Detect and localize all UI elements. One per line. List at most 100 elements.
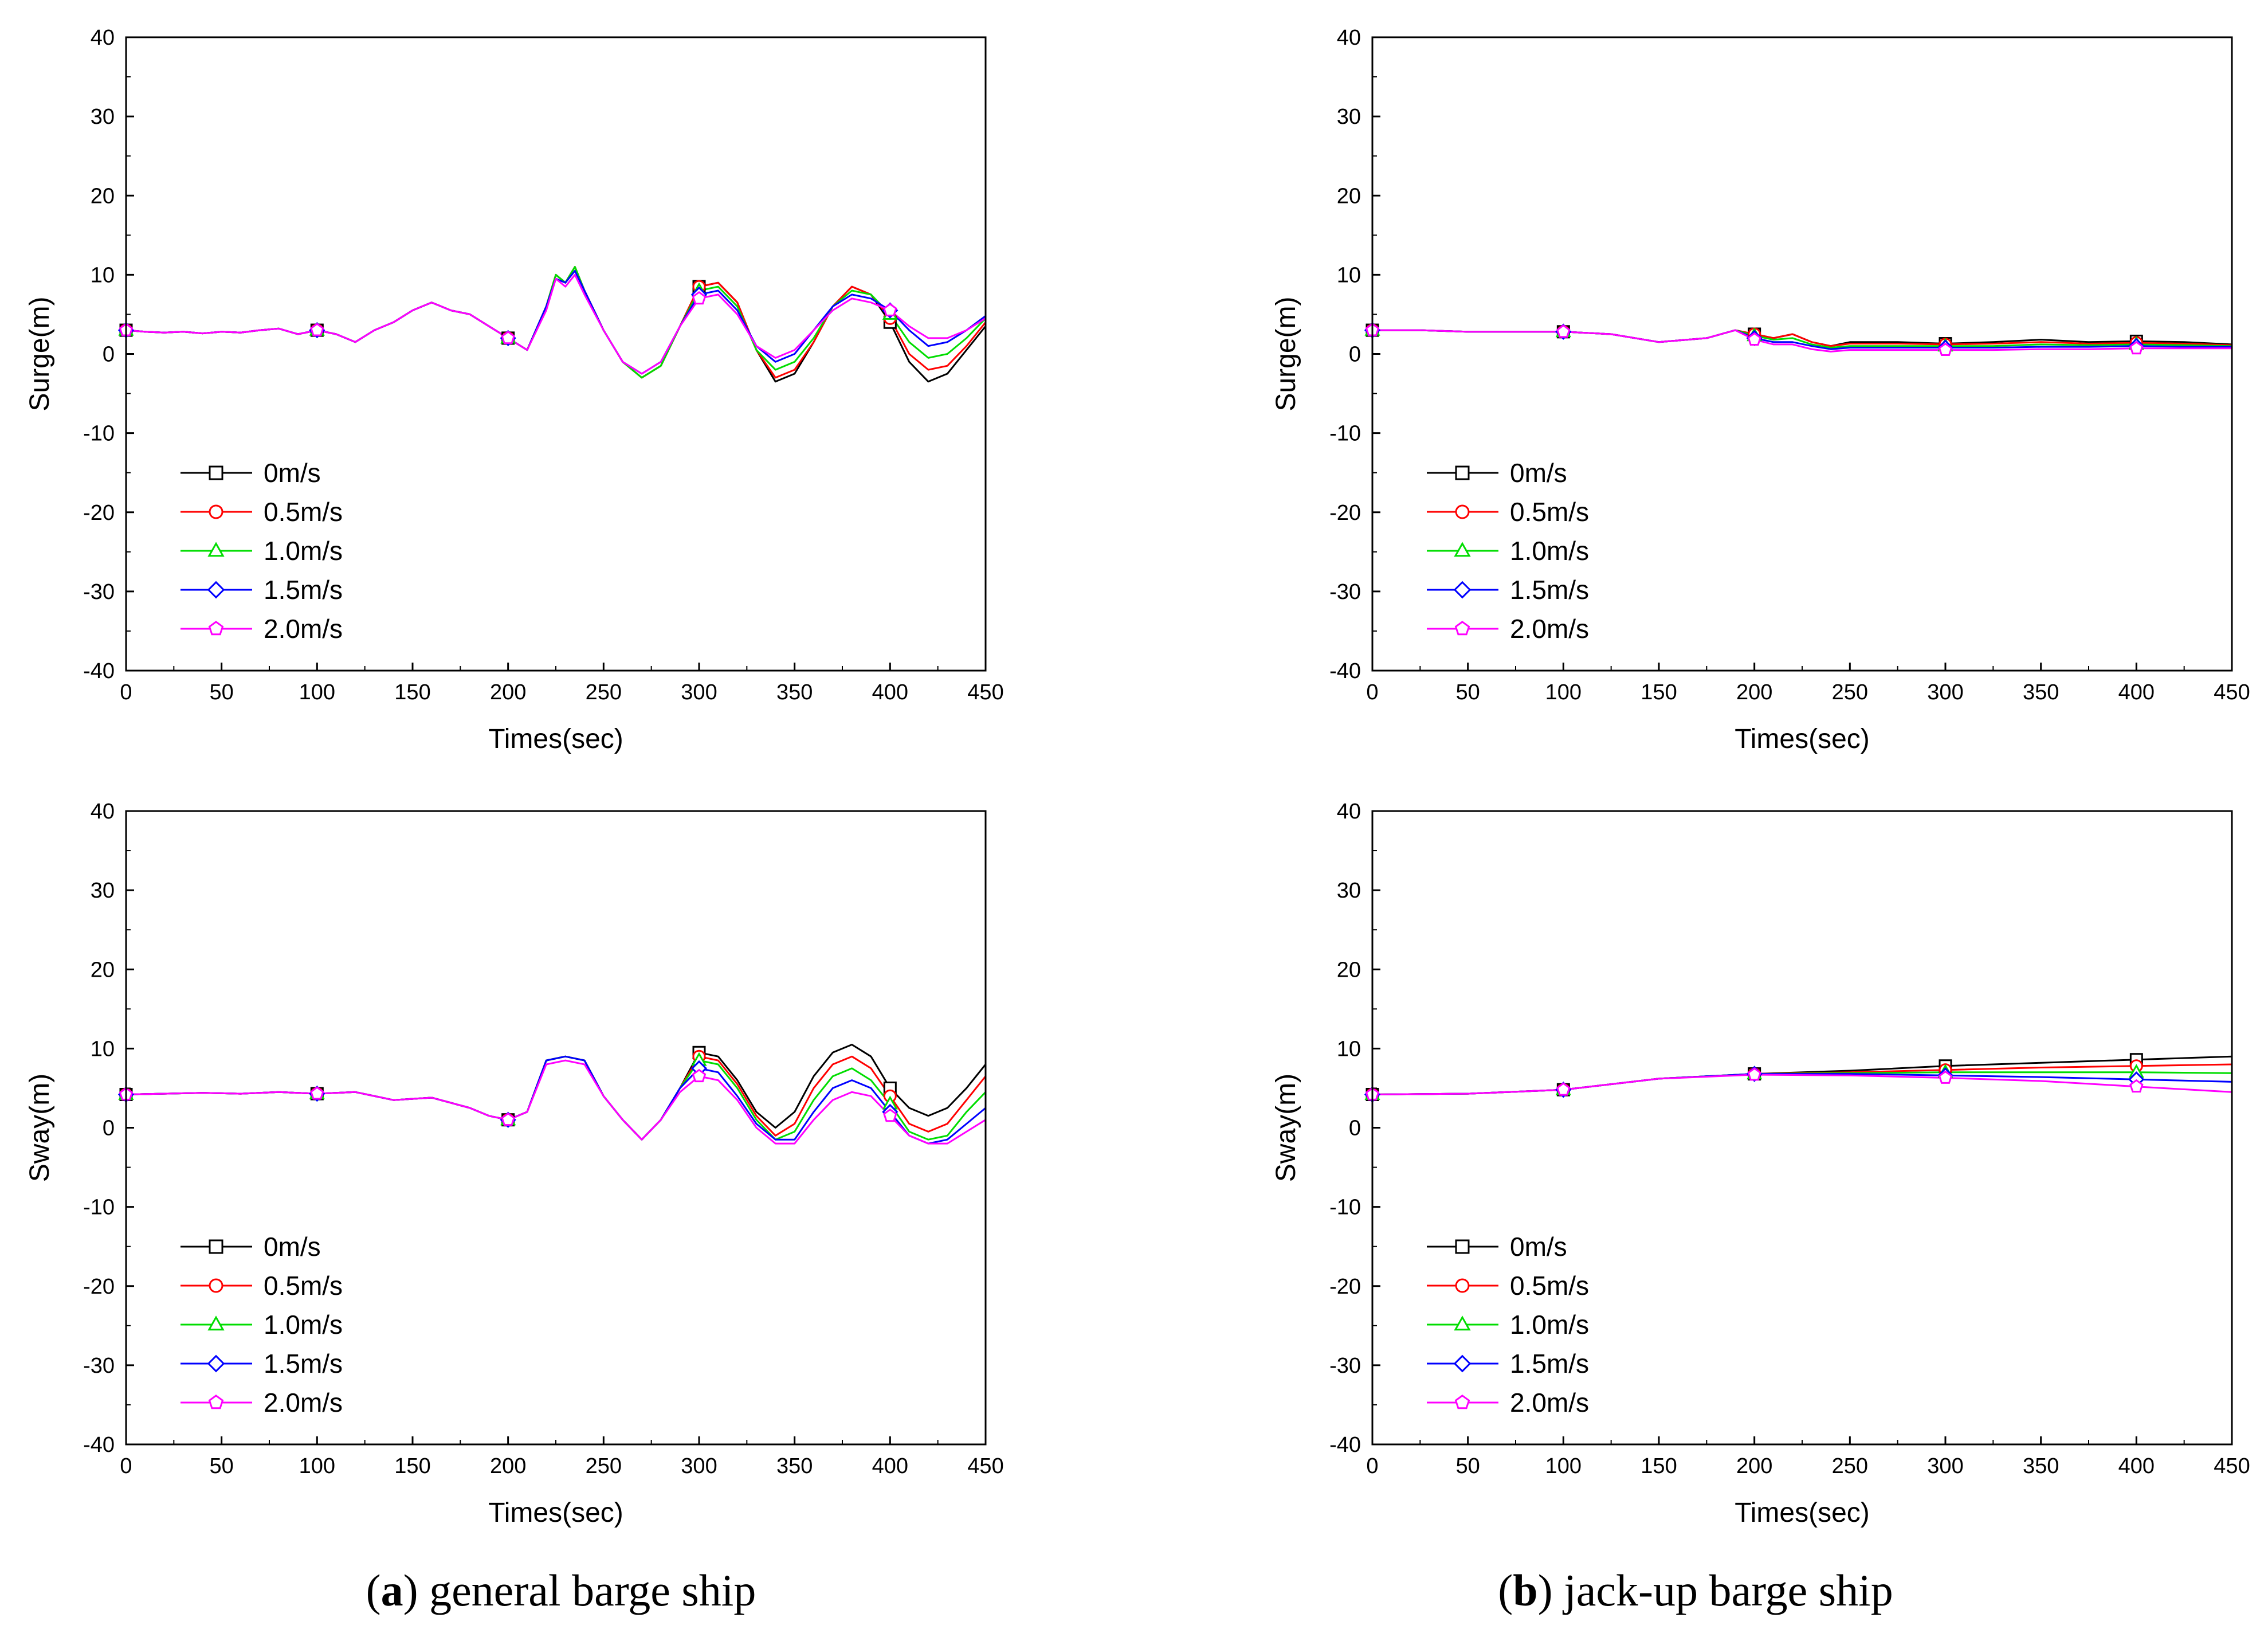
y-tick-label-b-sway-8: 40 (1337, 800, 1361, 824)
x-tick-label-a-sway-2: 100 (299, 1454, 335, 1478)
y-tick-label-a-sway-7: 30 (91, 879, 115, 903)
y-tick-label-a-surge-0: -40 (83, 659, 115, 683)
y-tick-label-a-surge-5: 10 (91, 263, 115, 287)
x-tick-label-a-surge-0: 0 (120, 680, 132, 704)
legend-label-b-sway-2: 1.0m/s (1510, 1310, 1589, 1340)
series-marker-a-surge-4-2 (501, 331, 515, 344)
y-tick-label-b-surge-6: 20 (1337, 184, 1361, 208)
chart-a-surge: 0 50 100 150 200 250 300 350 400 450-40-30-20-100… (25, 26, 1004, 754)
y-tick-label-a-surge-8: 40 (91, 26, 115, 50)
series-marker-a-sway-4-2 (501, 1112, 515, 1126)
series-marker-a-sway-4-4 (883, 1108, 897, 1122)
legend-label-b-surge-3: 1.5m/s (1510, 575, 1589, 605)
y-tick-label-a-surge-3: -10 (83, 422, 115, 446)
legend-marker-a-surge-3 (207, 581, 225, 599)
y-tick-label-b-sway-3: -10 (1329, 1196, 1361, 1220)
legend-marker-b-surge-2 (1454, 542, 1471, 557)
legend-marker-a-sway-4 (208, 1395, 224, 1409)
chart-b-surge: 0 50 100 150 200 250 300 350 400 450-40-30-20-100… (1271, 26, 2250, 754)
y-tick-label-a-surge-4: 0 (103, 343, 115, 367)
legend-marker-b-sway-2 (1454, 1315, 1471, 1331)
legend-label-b-sway-3: 1.5m/s (1510, 1349, 1589, 1378)
y-tick-label-a-sway-6: 20 (91, 958, 115, 982)
legend-label-b-sway-1: 0.5m/s (1510, 1271, 1589, 1301)
series-marker-a-surge-4-4 (883, 303, 897, 316)
caption-a-letter: a (380, 1565, 403, 1615)
x-tick-label-a-sway-7: 350 (776, 1454, 813, 1478)
x-tick-label-a-sway-0: 0 (120, 1454, 132, 1478)
x-tick-label-a-sway-5: 250 (586, 1454, 622, 1478)
legend-marker-a-sway-2 (207, 1315, 225, 1331)
y-tick-label-b-surge-3: -10 (1329, 422, 1361, 446)
y-tick-label-b-surge-2: -20 (1329, 501, 1361, 525)
x-tick-label-b-surge-4: 200 (1736, 680, 1772, 704)
x-tick-label-a-surge-7: 350 (776, 680, 813, 704)
x-tick-label-a-surge-9: 450 (967, 680, 1003, 704)
legend-label-a-sway-4: 2.0m/s (264, 1388, 343, 1417)
x-tick-label-b-surge-5: 250 (1832, 680, 1868, 704)
x-tick-label-b-surge-1: 50 (1456, 680, 1480, 704)
legend-marker-a-surge-1 (209, 504, 223, 519)
legend-marker-b-sway-0 (1455, 1239, 1470, 1254)
series-line-b-surge-4 (1372, 329, 2232, 353)
x-tick-label-a-sway-8: 400 (872, 1454, 908, 1478)
x-tick-label-b-sway-6: 300 (1927, 1454, 1963, 1478)
plot-frame-a-sway (125, 810, 987, 1446)
series-marker-b-sway-4-1 (1556, 1082, 1571, 1096)
y-tick-label-b-sway-6: 20 (1337, 958, 1361, 982)
series-line-a-surge-2 (125, 266, 987, 379)
legend-marker-a-sway-3 (207, 1354, 225, 1373)
series-marker-b-sway-4-4 (2129, 1079, 2144, 1093)
legend-label-a-surge-1: 0.5m/s (264, 497, 343, 527)
y-axis-label-b-surge: Surge(m) (1271, 296, 1301, 411)
x-tick-label-b-surge-6: 300 (1927, 680, 1963, 704)
legend-marker-b-surge-3 (1453, 581, 1472, 599)
x-tick-label-a-surge-8: 400 (872, 680, 908, 704)
y-tick-label-b-sway-0: -40 (1329, 1433, 1361, 1457)
caption-a-text: general barge ship (418, 1565, 756, 1615)
series-marker-b-sway-4-3 (1938, 1070, 1953, 1084)
series-line-a-surge-3 (125, 270, 986, 375)
series-marker-b-sway-4-2 (1747, 1067, 1761, 1081)
series-marker-a-surge-4-1 (310, 323, 324, 336)
y-tick-label-b-surge-0: -40 (1329, 659, 1361, 683)
series-marker-a-sway-4-3 (692, 1068, 707, 1083)
y-tick-label-b-surge-8: 40 (1337, 26, 1361, 50)
y-axis-label-a-surge: Surge(m) (25, 296, 55, 411)
y-tick-label-b-surge-4: 0 (1349, 343, 1361, 367)
x-tick-label-a-sway-6: 300 (681, 1454, 717, 1478)
x-tick-label-b-surge-2: 100 (1545, 680, 1582, 704)
x-tick-label-b-surge-7: 350 (2023, 680, 2059, 704)
legend-marker-a-sway-1 (209, 1278, 223, 1293)
y-tick-label-a-sway-5: 10 (91, 1037, 115, 1061)
legend-marker-b-surge-0 (1455, 465, 1470, 480)
y-tick-label-a-surge-1: -30 (83, 580, 115, 604)
legend-marker-a-surge-2 (207, 542, 225, 557)
legend-marker-b-surge-1 (1455, 504, 1470, 519)
y-tick-label-b-sway-7: 30 (1337, 879, 1361, 903)
legend-marker-b-sway-3 (1453, 1354, 1472, 1373)
y-tick-label-a-sway-4: 0 (103, 1117, 115, 1141)
x-tick-label-b-sway-2: 100 (1545, 1454, 1582, 1478)
x-tick-label-b-sway-3: 150 (1641, 1454, 1677, 1478)
legend-marker-b-sway-4 (1454, 1395, 1470, 1409)
x-tick-label-a-sway-9: 450 (967, 1454, 1003, 1478)
x-tick-label-a-surge-4: 200 (490, 680, 526, 704)
y-tick-label-a-sway-3: -10 (83, 1196, 115, 1220)
legend-marker-a-sway-0 (209, 1239, 223, 1254)
y-tick-label-b-surge-7: 30 (1337, 105, 1361, 129)
plot-frame-a-surge (125, 36, 987, 672)
series-line-a-surge-1 (125, 266, 987, 379)
legend-label-a-surge-3: 1.5m/s (264, 575, 343, 605)
legend-marker-a-surge-4 (208, 621, 224, 636)
series-line-a-sway-2 (125, 1055, 987, 1141)
y-tick-label-a-surge-6: 20 (91, 184, 115, 208)
series-marker-a-surge-4-3 (692, 291, 707, 305)
legend-label-b-surge-2: 1.0m/s (1510, 536, 1589, 566)
x-tick-label-b-sway-5: 250 (1832, 1454, 1868, 1478)
caption-a: (a) general barge ship (366, 1565, 756, 1615)
x-tick-label-b-sway-8: 400 (2118, 1454, 2155, 1478)
series-line-a-sway-3 (125, 1055, 986, 1145)
y-tick-label-b-sway-2: -20 (1329, 1275, 1361, 1299)
legend-label-b-surge-4: 2.0m/s (1510, 614, 1589, 644)
